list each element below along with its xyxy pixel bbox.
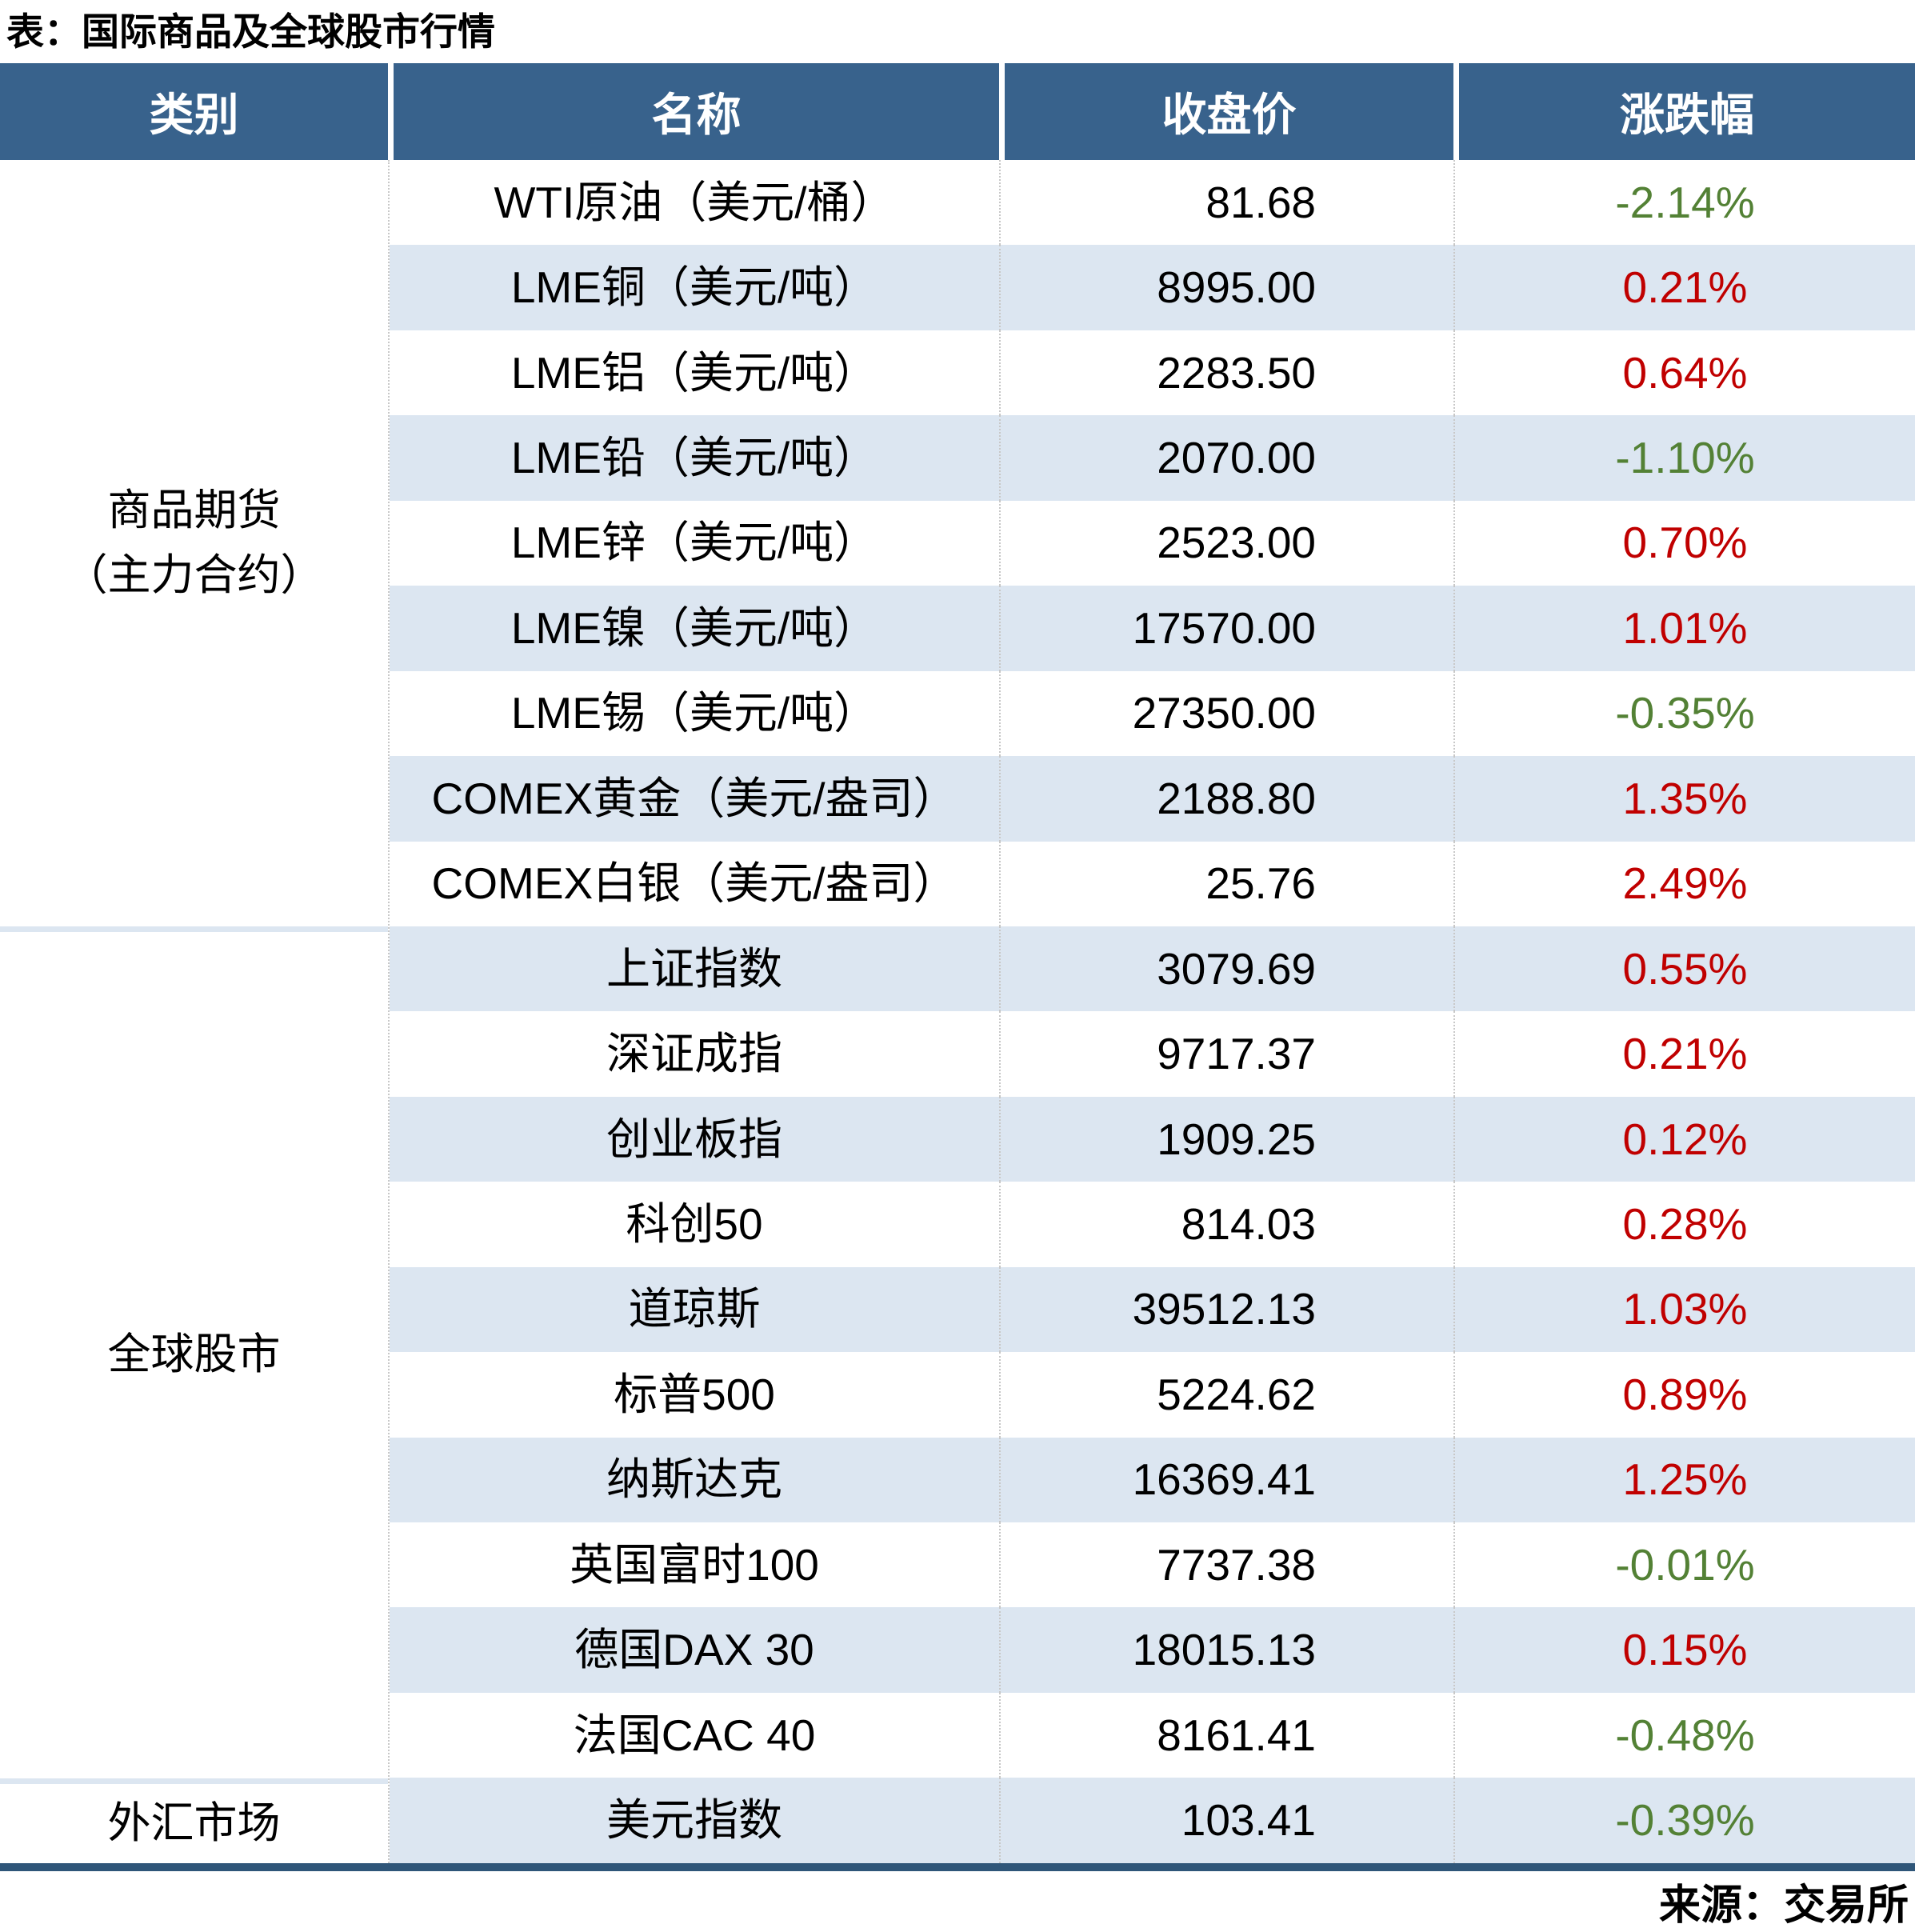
category-cell-commodity-futures: 商品期货 （主力合约） xyxy=(0,160,388,927)
instrument-name: LME铅（美元/吨） xyxy=(510,433,878,483)
close-price: 18015.13 xyxy=(999,1607,1453,1693)
instrument-name: COMEX黄金（美元/盎司） xyxy=(431,773,958,823)
instrument-name: 上证指数 xyxy=(606,943,782,994)
close-price: 2523.00 xyxy=(999,500,1453,586)
table-row: 科创50 814.03 0.28% xyxy=(390,1182,1915,1267)
close-price: 8161.41 xyxy=(999,1692,1453,1778)
category-cell-global-stocks: 全球股市 xyxy=(0,926,388,1778)
table-header-row: 类别 名称 收盘价 涨跌幅 xyxy=(0,63,1915,160)
instrument-name: 深证成指 xyxy=(606,1029,782,1079)
table-row: LME铜（美元/吨） 8995.00 0.21% xyxy=(390,245,1915,330)
rows-container: WTI原油（美元/桶） 81.68 -2.14% LME铜（美元/吨） 8995… xyxy=(388,160,1915,1863)
close-price: 7737.38 xyxy=(999,1522,1453,1608)
table-row: 德国DAX 30 18015.13 0.15% xyxy=(390,1607,1915,1693)
change-percent: 1.25% xyxy=(1453,1437,1915,1522)
close-price: 2188.80 xyxy=(999,756,1453,842)
change-percent: 0.64% xyxy=(1453,330,1915,416)
change-percent: -0.01% xyxy=(1453,1522,1915,1608)
change-percent: 1.35% xyxy=(1453,756,1915,842)
table-row: 标普500 5224.62 0.89% xyxy=(390,1352,1915,1438)
table-row: LME铅（美元/吨） 2070.00 -1.10% xyxy=(390,415,1915,501)
table-row: COMEX白银（美元/盎司） 25.76 2.49% xyxy=(390,841,1915,926)
close-price: 81.68 xyxy=(999,160,1453,246)
category-cell-forex: 外汇市场 xyxy=(0,1778,388,1863)
table-row: WTI原油（美元/桶） 81.68 -2.14% xyxy=(390,160,1915,246)
table-row: 深证成指 9717.37 0.21% xyxy=(390,1011,1915,1097)
change-percent: -0.35% xyxy=(1453,670,1915,757)
table-row: 法国CAC 40 8161.41 -0.48% xyxy=(390,1692,1915,1778)
instrument-name: 科创50 xyxy=(626,1198,763,1249)
category-column: 商品期货 （主力合约） 全球股市 外汇市场 xyxy=(0,160,388,1863)
table-row: LME锡（美元/吨） 27350.00 -0.35% xyxy=(390,670,1915,757)
instrument-name: LME铝（美元/吨） xyxy=(510,347,878,398)
change-percent: 0.21% xyxy=(1453,245,1915,330)
change-percent: 0.55% xyxy=(1453,926,1915,1012)
change-percent: 1.01% xyxy=(1453,586,1915,671)
change-percent: 0.70% xyxy=(1453,500,1915,586)
close-price: 2283.50 xyxy=(999,330,1453,416)
instrument-name: 纳斯达克 xyxy=(606,1454,782,1505)
table-row: LME锌（美元/吨） 2523.00 0.70% xyxy=(390,500,1915,586)
header-cell-close: 收盘价 xyxy=(999,63,1453,160)
instrument-name: LME锡（美元/吨） xyxy=(510,688,878,738)
change-percent: -0.48% xyxy=(1453,1692,1915,1778)
close-price: 103.41 xyxy=(999,1778,1453,1863)
close-price: 1909.25 xyxy=(999,1096,1453,1182)
instrument-name: 英国富时100 xyxy=(570,1539,819,1590)
table-row: 创业板指 1909.25 0.12% xyxy=(390,1096,1915,1182)
close-price: 9717.37 xyxy=(999,1011,1453,1097)
change-percent: -2.14% xyxy=(1453,160,1915,246)
source-note: 来源：交易所 xyxy=(1658,1882,1909,1930)
instrument-name: LME镍（美元/吨） xyxy=(510,602,878,653)
table-row: 上证指数 3079.69 0.55% xyxy=(390,926,1915,1012)
change-percent: -1.10% xyxy=(1453,415,1915,501)
change-percent: 1.03% xyxy=(1453,1266,1915,1353)
header-cell-change: 涨跌幅 xyxy=(1453,63,1915,160)
instrument-name: 法国CAC 40 xyxy=(573,1710,816,1760)
change-percent: 0.28% xyxy=(1453,1182,1915,1267)
close-price: 16369.41 xyxy=(999,1437,1453,1522)
close-price: 8995.00 xyxy=(999,245,1453,330)
instrument-name: 美元指数 xyxy=(606,1795,782,1846)
change-percent: -0.39% xyxy=(1453,1778,1915,1863)
table-row: 英国富时100 7737.38 -0.01% xyxy=(390,1522,1915,1608)
table-row: LME镍（美元/吨） 17570.00 1.01% xyxy=(390,586,1915,671)
instrument-name: LME锌（美元/吨） xyxy=(510,518,878,568)
market-table-body: 商品期货 （主力合约） 全球股市 外汇市场 WTI原油（美元/桶） 81.68 … xyxy=(0,160,1915,1863)
instrument-name: 德国DAX 30 xyxy=(574,1625,814,1675)
instrument-name: 创业板指 xyxy=(606,1114,782,1164)
table-row: 道琼斯 39512.13 1.03% xyxy=(390,1266,1915,1353)
change-percent: 0.12% xyxy=(1453,1096,1915,1182)
table-row: LME铝（美元/吨） 2283.50 0.64% xyxy=(390,330,1915,416)
close-price: 814.03 xyxy=(999,1182,1453,1267)
page-title: 表：国际商品及全球股市行情 xyxy=(6,10,495,53)
close-price: 2070.00 xyxy=(999,415,1453,501)
instrument-name: COMEX白银（美元/盎司） xyxy=(431,858,958,909)
instrument-name: WTI原油（美元/桶） xyxy=(494,177,895,227)
close-price: 27350.00 xyxy=(999,670,1453,757)
table-row: COMEX黄金（美元/盎司） 2188.80 1.35% xyxy=(390,756,1915,842)
instrument-name: 道琼斯 xyxy=(628,1284,761,1334)
close-price: 39512.13 xyxy=(999,1266,1453,1353)
instrument-name: LME铜（美元/吨） xyxy=(510,262,878,313)
change-percent: 0.15% xyxy=(1453,1607,1915,1693)
change-percent: 0.89% xyxy=(1453,1352,1915,1438)
table-row: 纳斯达克 16369.41 1.25% xyxy=(390,1437,1915,1522)
change-percent: 0.21% xyxy=(1453,1011,1915,1097)
header-cell-name: 名称 xyxy=(388,63,999,160)
close-price: 17570.00 xyxy=(999,586,1453,671)
close-price: 25.76 xyxy=(999,841,1453,926)
source-row: 来源：交易所 xyxy=(0,1871,1915,1932)
table-row: 美元指数 103.41 -0.39% xyxy=(390,1778,1915,1863)
header-cell-category: 类别 xyxy=(0,63,388,160)
table-bottom-bar xyxy=(0,1862,1915,1871)
close-price: 3079.69 xyxy=(999,926,1453,1012)
close-price: 5224.62 xyxy=(999,1352,1453,1438)
change-percent: 2.49% xyxy=(1453,841,1915,926)
instrument-name: 标普500 xyxy=(614,1369,775,1419)
